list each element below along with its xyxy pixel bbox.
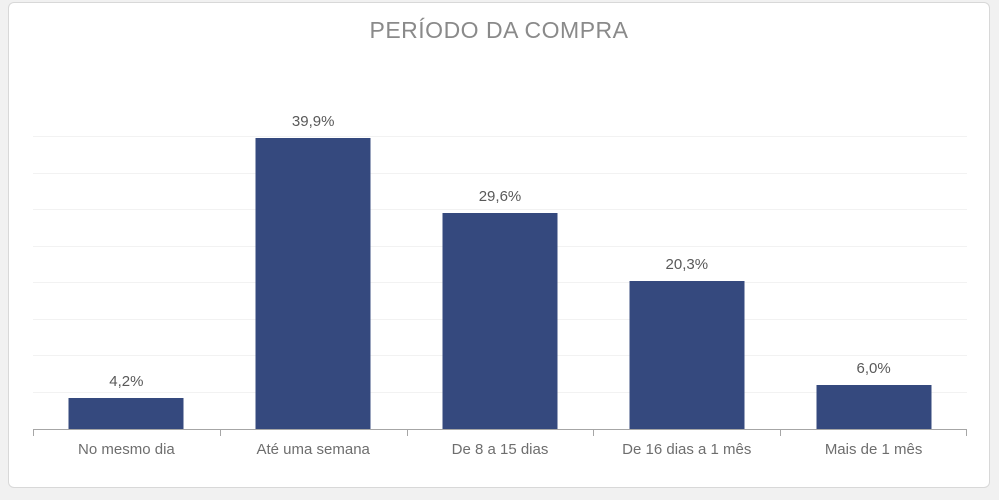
axis-tick: [593, 430, 595, 436]
bar-value-label: 39,9%: [291, 112, 335, 130]
bar-5: [816, 385, 932, 429]
bar-value-label: 4,2%: [109, 373, 144, 391]
bar-3: [442, 212, 558, 429]
bar-cell: 29,6%: [407, 3, 594, 429]
bar-1: [68, 398, 184, 429]
bar-2: [255, 137, 371, 429]
x-axis-line: [33, 429, 967, 430]
axis-tick: [33, 430, 34, 436]
bar-cell: 39,9%: [220, 3, 407, 429]
gridline: [33, 209, 967, 210]
bar-value-label: 20,3%: [665, 255, 709, 273]
category-label: Até uma semana: [256, 441, 370, 458]
category-label: De 8 a 15 dias: [451, 441, 549, 458]
axis-tick: [406, 430, 408, 436]
category-label: No mesmo dia: [78, 441, 175, 458]
bar-4: [629, 280, 745, 429]
bar-cell: 4,2%: [33, 3, 220, 429]
category-label: De 16 dias a 1 mês: [622, 441, 752, 458]
bar-value-label: 29,6%: [478, 187, 522, 205]
chart-card: PERÍODO DA COMPRA 4,2% 39,9% 29,6% 20,3% 6,0…: [8, 2, 990, 488]
category-label: Mais de 1 mês: [824, 441, 923, 458]
chart-title: PERÍODO DA COMPRA: [369, 17, 629, 43]
bar-cell: 6,0%: [780, 3, 967, 429]
plot-area: 4,2% 39,9% 29,6% 20,3% 6,0%: [33, 3, 967, 429]
gridline: [33, 172, 967, 174]
axis-tick: [219, 430, 221, 436]
gridline: [33, 136, 967, 137]
axis-tick: [780, 430, 782, 436]
bar-value-label: 6,0%: [856, 360, 891, 378]
axis-tick: [966, 430, 967, 436]
bar-cell: 20,3%: [593, 3, 780, 429]
